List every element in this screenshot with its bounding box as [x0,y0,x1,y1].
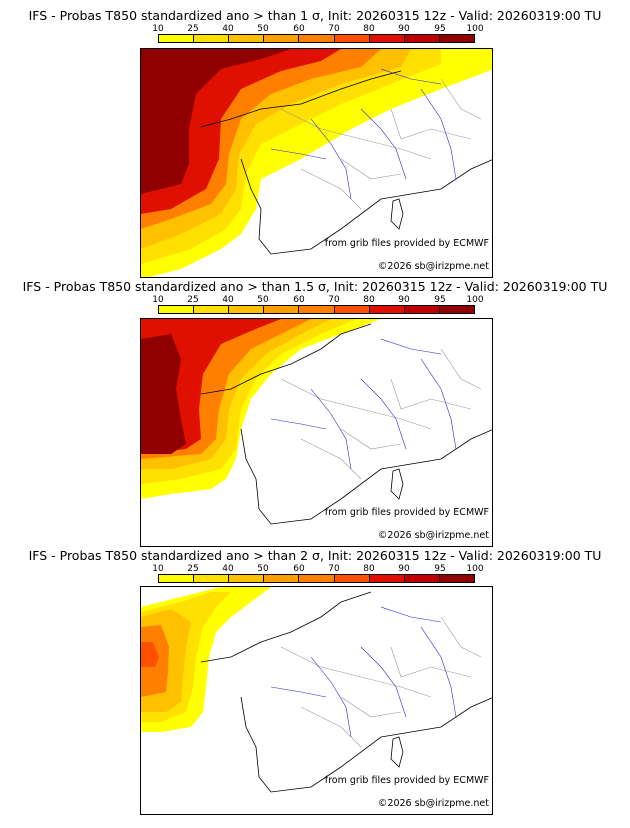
copyright-credit: ©2026 sb@irizpme.net [377,530,489,541]
colorbar-tick: 25 [187,564,199,574]
panel-title: IFS - Probas T850 standardized ano > tha… [28,548,602,563]
panel-title: IFS - Probas T850 standardized ano > tha… [28,8,602,23]
map-frame: from grib files provided by ECMWF ©2026 … [140,48,493,278]
colorbar-swatch [334,575,370,582]
colorbar-swatch [299,35,335,42]
colorbar-tick: 95 [434,24,446,34]
colorbar-swatch [439,35,474,42]
colorbar-tick: 100 [466,24,484,34]
country-borders [280,348,482,480]
colorbar-swatch [299,306,335,313]
shade-70 [141,642,159,667]
colorbar-tick: 40 [222,295,234,305]
copyright-credit: ©2026 sb@irizpme.net [377,798,489,809]
colorbar-swatch [404,575,440,582]
colorbar-swatch [229,306,265,313]
colorbar-tick: 25 [187,295,199,305]
colorbar-tick: 95 [434,564,446,574]
probability-map [141,587,492,793]
coastline-corsica [390,468,404,500]
colorbar-tick-labels: 10 25 40 50 60 70 80 90 95 100 [152,24,483,34]
colorbar-swatch [194,306,230,313]
colorbar-tick: 80 [363,295,375,305]
colorbar-tick: 50 [257,564,269,574]
colorbar-tick: 70 [328,295,340,305]
country-borders [280,78,482,210]
colorbar-tick: 60 [293,295,305,305]
map-frame: from grib files provided by ECMWF ©2026 … [140,586,493,815]
colorbar-tick: 25 [187,24,199,34]
colorbar-swatch [159,35,195,42]
coastline-corsica [390,736,404,768]
shade-95 [141,334,186,454]
coastline [200,70,492,255]
colorbar-swatch [229,575,265,582]
colorbar-tick: 40 [222,24,234,34]
colorbar-swatch [369,575,405,582]
colorbar-tick: 80 [363,24,375,34]
map-panel-2: IFS - Probas T850 standardized ano > tha… [0,279,630,551]
colorbar-swatches [158,34,475,43]
colorbar-swatch [194,575,230,582]
colorbar-tick: 100 [466,295,484,305]
colorbar-tick: 90 [398,24,410,34]
colorbar-swatch [404,306,440,313]
coastline [200,323,492,525]
colorbar-swatch [159,575,195,582]
colorbar-tick: 10 [152,295,164,305]
colorbar-tick: 60 [293,24,305,34]
source-credit: from grib files provided by ECMWF [324,238,489,249]
colorbar-swatch [264,35,300,42]
colorbar-swatch [439,575,474,582]
colorbar-tick-labels: 10 25 40 50 60 70 80 90 95 100 [152,295,483,305]
colorbar-tick: 70 [328,564,340,574]
colorbar-swatch [229,35,265,42]
coastline [200,591,492,793]
colorbar-tick: 50 [257,24,269,34]
copyright-credit: ©2026 sb@irizpme.net [377,261,489,272]
map-frame: from grib files provided by ECMWF ©2026 … [140,318,493,547]
colorbar-swatch [264,306,300,313]
colorbar-tick: 100 [466,564,484,574]
colorbar-swatch [194,35,230,42]
colorbar: 10 25 40 50 60 70 80 90 95 100 [152,24,484,52]
source-credit: from grib files provided by ECMWF [324,507,489,518]
colorbar-swatch [369,35,405,42]
colorbar-swatch [159,306,195,313]
colorbar-swatches [158,574,475,583]
shade-95 [141,49,291,194]
colorbar-tick: 90 [398,564,410,574]
colorbar-swatch [404,35,440,42]
colorbar-tick: 10 [152,564,164,574]
colorbar-swatch [334,306,370,313]
colorbar-tick: 80 [363,564,375,574]
map-panel-1: IFS - Probas T850 standardized ano > tha… [0,8,630,280]
colorbar-tick: 90 [398,295,410,305]
country-borders [280,616,482,748]
colorbar-tick: 10 [152,24,164,34]
rivers [270,606,457,738]
probability-map [141,49,492,277]
colorbar-swatches [158,305,475,314]
colorbar-tick: 95 [434,295,446,305]
colorbar-tick-labels: 10 25 40 50 60 70 80 90 95 100 [152,564,483,574]
colorbar-tick: 70 [328,24,340,34]
colorbar-tick: 40 [222,564,234,574]
source-credit: from grib files provided by ECMWF [324,775,489,786]
coastline-corsica [390,198,404,230]
rivers [270,338,457,470]
colorbar: 10 25 40 50 60 70 80 90 95 100 [152,564,484,592]
rivers [270,68,457,200]
colorbar-swatch [299,575,335,582]
probability-map [141,319,492,525]
colorbar: 10 25 40 50 60 70 80 90 95 100 [152,295,484,323]
colorbar-swatch [369,306,405,313]
map-panel-3: IFS - Probas T850 standardized ano > tha… [0,548,630,820]
panel-title: IFS - Probas T850 standardized ano > tha… [22,279,608,294]
colorbar-swatch [439,306,474,313]
colorbar-swatch [264,575,300,582]
colorbar-swatch [334,35,370,42]
colorbar-tick: 50 [257,295,269,305]
colorbar-tick: 60 [293,564,305,574]
